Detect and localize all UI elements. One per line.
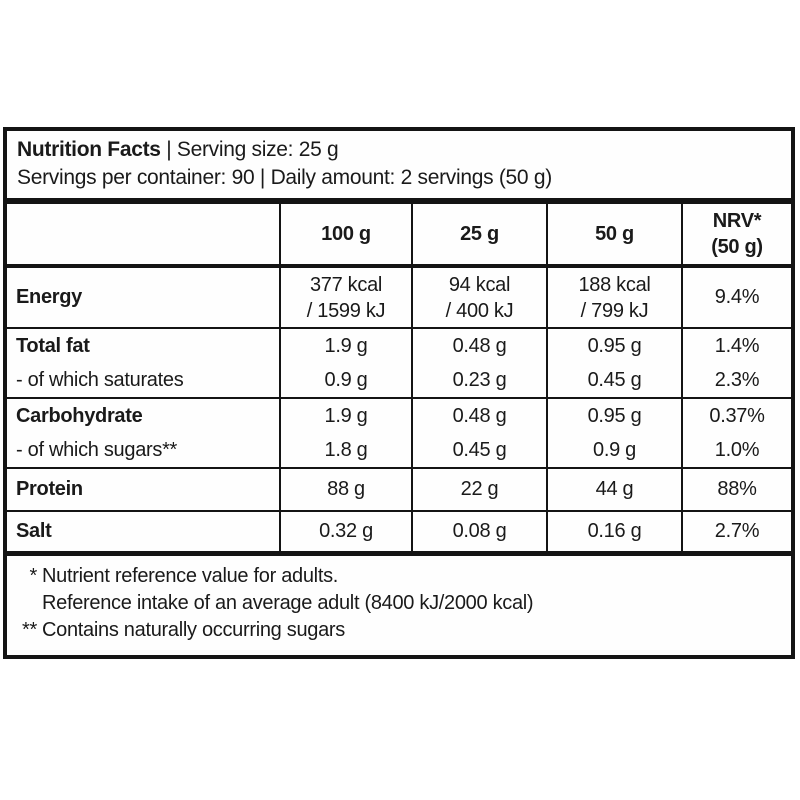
protein-value-100g: 88 g: [279, 468, 412, 511]
energy-nrv: 9.4%: [681, 266, 791, 328]
salt-nrv: 2.7%: [681, 511, 791, 551]
table-row-protein: Protein 88 g 22 g 44 g 88%: [7, 468, 791, 511]
protein-value-50g: 44 g: [546, 468, 682, 511]
salt-value-100g: 0.32 g: [279, 511, 412, 551]
row-label-energy: Energy: [16, 286, 83, 308]
nutrition-facts-label: Nutrition Facts | Serving size: 25 g Ser…: [3, 127, 795, 659]
energy-50g-kcal: 188 kcal: [578, 273, 651, 296]
footnotes: * Nutrient reference value for adults. R…: [7, 551, 791, 655]
energy-100g-kj: / 1599 kJ: [306, 299, 386, 322]
footnote-reference-intake: Reference intake of an average adult (84…: [7, 590, 781, 617]
total-fat-value-50g: 0.95 g: [546, 328, 682, 363]
sugars-nrv: 1.0%: [681, 433, 791, 468]
protein-nrv: 88%: [681, 468, 791, 511]
saturates-value-50g: 0.45 g: [546, 363, 682, 398]
energy-value-25g: 94 kcal / 400 kJ: [411, 266, 547, 328]
protein-value-25g: 22 g: [411, 468, 547, 511]
energy-value-50g: 188 kcal / 799 kJ: [546, 266, 682, 328]
carbohydrate-value-25g: 0.48 g: [411, 398, 547, 433]
row-label-saturates: - of which saturates: [16, 368, 184, 391]
row-label-total-fat: Total fat: [16, 334, 90, 357]
total-fat-value-25g: 0.48 g: [411, 328, 547, 363]
energy-25g-kcal: 94 kcal: [448, 273, 511, 296]
nutrition-table: 100 g 25 g 50 g NRV* (50 g) Energy 377 k…: [7, 204, 791, 551]
column-header-100g: 100 g: [279, 204, 412, 266]
row-label-protein: Protein: [16, 478, 83, 500]
row-label-salt: Salt: [16, 520, 52, 542]
nutrition-facts-title: Nutrition Facts: [17, 138, 161, 161]
nrv-header-line-1: NRV*: [712, 210, 762, 232]
header-line-1: Nutrition Facts | Serving size: 25 g: [17, 136, 781, 164]
footnote-reference-text: Reference intake of an average adult (84…: [42, 592, 534, 614]
footnote-sugars: ** Contains naturally occurring sugars: [7, 617, 781, 644]
footnote-sugars-text: Contains naturally occurring sugars: [42, 619, 345, 641]
table-row-sugars: - of which sugars** 1.8 g 0.45 g 0.9 g 1…: [7, 433, 791, 468]
table-row-energy: Energy 377 kcal / 1599 kJ 94 kcal / 400 …: [7, 266, 791, 328]
footnote-sugars-marker: **: [22, 619, 37, 641]
nrv-header-line-2: (50 g): [711, 236, 763, 258]
energy-50g-kj: / 799 kJ: [580, 299, 649, 322]
total-fat-nrv: 1.4%: [681, 328, 791, 363]
carbohydrate-value-50g: 0.95 g: [546, 398, 682, 433]
row-label-sugars: - of which sugars**: [16, 438, 178, 461]
sugars-value-25g: 0.45 g: [411, 433, 547, 468]
label-header: Nutrition Facts | Serving size: 25 g Ser…: [7, 131, 791, 204]
energy-value-100g: 377 kcal / 1599 kJ: [279, 266, 412, 328]
footnote-nrv-marker: *: [29, 565, 38, 587]
energy-25g-kj: / 400 kJ: [445, 299, 514, 322]
table-row-carbohydrate: Carbohydrate 1.9 g 0.48 g 0.95 g 0.37%: [7, 398, 791, 433]
column-header-row: 100 g 25 g 50 g NRV* (50 g): [7, 204, 791, 266]
footnote-nrv: * Nutrient reference value for adults.: [7, 563, 781, 590]
saturates-value-25g: 0.23 g: [411, 363, 547, 398]
salt-value-25g: 0.08 g: [411, 511, 547, 551]
footnote-reference-marker: [7, 590, 37, 617]
header-line-2: Servings per container: 90 | Daily amoun…: [17, 166, 552, 189]
salt-value-50g: 0.16 g: [546, 511, 682, 551]
table-row-salt: Salt 0.32 g 0.08 g 0.16 g 2.7%: [7, 511, 791, 551]
total-fat-value-100g: 1.9 g: [279, 328, 412, 363]
energy-100g-kcal: 377 kcal: [309, 273, 383, 296]
saturates-value-100g: 0.9 g: [279, 363, 412, 398]
table-row-saturates: - of which saturates 0.9 g 0.23 g 0.45 g…: [7, 363, 791, 398]
column-header-25g: 25 g: [411, 204, 547, 266]
serving-size-text: | Serving size: 25 g: [160, 138, 339, 161]
row-label-carbohydrate: Carbohydrate: [16, 404, 143, 427]
sugars-value-50g: 0.9 g: [546, 433, 682, 468]
table-row-total-fat: Total fat 1.9 g 0.48 g 0.95 g 1.4%: [7, 328, 791, 363]
sugars-value-100g: 1.8 g: [279, 433, 412, 468]
saturates-nrv: 2.3%: [681, 363, 791, 398]
carbohydrate-value-100g: 1.9 g: [279, 398, 412, 433]
footnote-nrv-text: Nutrient reference value for adults.: [42, 565, 339, 587]
carbohydrate-nrv: 0.37%: [681, 398, 791, 433]
column-header-nrv: NRV* (50 g): [681, 204, 791, 266]
column-header-50g: 50 g: [546, 204, 682, 266]
column-header-empty: [7, 204, 280, 266]
